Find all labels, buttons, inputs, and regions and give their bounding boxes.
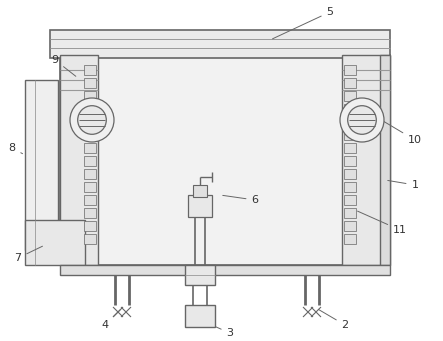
- Bar: [344, 143, 356, 153]
- Bar: [344, 91, 356, 101]
- Bar: [344, 78, 356, 88]
- Bar: [84, 143, 96, 153]
- Bar: [84, 234, 96, 244]
- Bar: [84, 156, 96, 166]
- Bar: [188, 195, 212, 217]
- Text: 4: 4: [101, 310, 120, 330]
- Bar: [84, 195, 96, 205]
- Bar: [344, 104, 356, 114]
- Text: 5: 5: [272, 7, 334, 39]
- Bar: [84, 91, 96, 101]
- Bar: [344, 234, 356, 244]
- Bar: [342, 55, 390, 265]
- Text: 2: 2: [319, 309, 349, 330]
- Text: 9: 9: [51, 55, 76, 76]
- Circle shape: [78, 106, 106, 134]
- Text: 8: 8: [8, 143, 23, 154]
- Bar: [344, 169, 356, 179]
- Bar: [193, 185, 207, 197]
- Bar: [380, 55, 390, 265]
- Text: 3: 3: [202, 321, 233, 338]
- Bar: [84, 65, 96, 75]
- Bar: [84, 221, 96, 231]
- Bar: [185, 305, 215, 327]
- Circle shape: [348, 106, 376, 134]
- Bar: [344, 182, 356, 192]
- Bar: [25, 220, 85, 265]
- Bar: [185, 265, 215, 285]
- Text: 1: 1: [388, 180, 419, 190]
- Circle shape: [340, 98, 384, 142]
- Bar: [84, 208, 96, 218]
- Bar: [84, 130, 96, 140]
- Bar: [84, 104, 96, 114]
- Circle shape: [70, 98, 114, 142]
- Bar: [60, 55, 390, 265]
- Bar: [344, 130, 356, 140]
- Bar: [25, 80, 58, 250]
- Bar: [344, 221, 356, 231]
- Text: 7: 7: [15, 246, 43, 263]
- Bar: [344, 208, 356, 218]
- Bar: [84, 117, 96, 127]
- Bar: [60, 55, 98, 265]
- Bar: [98, 55, 342, 265]
- Bar: [84, 78, 96, 88]
- Bar: [84, 182, 96, 192]
- Bar: [344, 195, 356, 205]
- Bar: [50, 30, 390, 58]
- Text: 11: 11: [358, 211, 407, 235]
- Text: 10: 10: [381, 119, 422, 145]
- Bar: [84, 169, 96, 179]
- Bar: [344, 156, 356, 166]
- Bar: [344, 65, 356, 75]
- Text: 6: 6: [223, 195, 259, 205]
- Bar: [60, 265, 390, 275]
- Bar: [344, 117, 356, 127]
